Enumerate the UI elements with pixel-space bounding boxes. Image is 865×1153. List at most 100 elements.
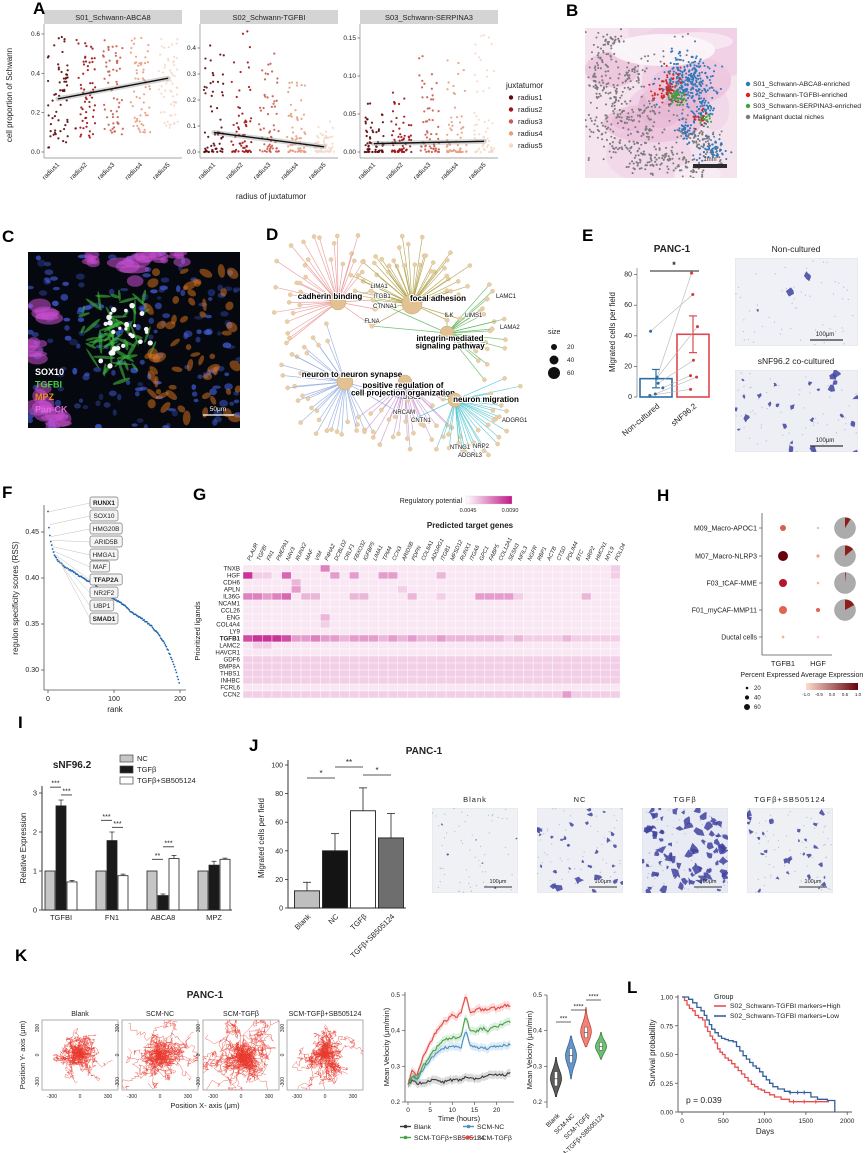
svg-text:*: * [672,260,676,270]
svg-text:CCN2: CCN2 [223,691,240,698]
svg-text:Position Y- axis (μm): Position Y- axis (μm) [18,1020,27,1089]
svg-text:ADGRL3: ADGRL3 [458,453,483,459]
svg-text:sNF96.2: sNF96.2 [669,401,698,428]
svg-text:S02_Schwann-TGFBI-enriched: S02_Schwann-TGFBI-enriched [753,92,848,99]
svg-text:100μm: 100μm [700,879,717,885]
svg-text:0: 0 [680,1118,684,1125]
svg-text:Blank: Blank [414,1124,432,1131]
svg-text:cadherin binding: cadherin binding [298,292,363,301]
svg-text:100μm: 100μm [816,332,834,338]
svg-text:40: 40 [754,696,761,702]
svg-text:radius1: radius1 [357,161,377,181]
svg-text:radius2: radius2 [518,105,543,114]
svg-text:IL36G: IL36G [223,593,240,600]
svg-text:5: 5 [428,1107,432,1114]
svg-text:0: 0 [280,1053,286,1056]
svg-text:Non-cultured: Non-cultured [772,244,821,254]
svg-text:radius1: radius1 [197,161,217,181]
svg-text:NC: NC [326,912,340,926]
svg-text:***: *** [113,821,121,828]
svg-text:M09_Macro-APOC1: M09_Macro-APOC1 [694,526,757,533]
svg-text:TGFBI: TGFBI [50,913,72,922]
svg-text:VIM: VIM [314,550,324,562]
svg-text:S03_Schwann-SERPINA3: S03_Schwann-SERPINA3 [385,13,473,22]
svg-text:500: 500 [718,1118,729,1125]
svg-text:RBP1: RBP1 [537,546,549,562]
svg-text:S01_Schwann-ABCA8: S01_Schwann-ABCA8 [75,13,150,22]
svg-text:0: 0 [279,906,283,913]
svg-text:neuron to neuron synapse: neuron to neuron synapse [302,370,403,379]
svg-text:1000: 1000 [757,1118,772,1125]
svg-text:*: * [319,769,322,778]
svg-text:SCM-TGFβ+SB505124: SCM-TGFβ+SB505124 [289,1011,362,1018]
svg-text:***: *** [102,814,110,821]
svg-text:Non-cultured: Non-cultured [620,402,661,438]
svg-text:0.3: 0.3 [391,1063,400,1070]
svg-text:S02_Schwann-TGFBI markers=Low: S02_Schwann-TGFBI markers=Low [730,1013,839,1020]
panel-label-f: F [2,483,13,502]
svg-text:DISC1: DISC1 [403,395,421,401]
svg-text:****: **** [573,1004,584,1011]
svg-text:0: 0 [196,1053,202,1056]
svg-text:TGFβ: TGFβ [137,765,157,774]
svg-text:100μm: 100μm [805,879,822,885]
svg-text:***: *** [164,840,172,847]
svg-text:NTNG1: NTNG1 [450,445,471,451]
svg-text:3: 3 [33,789,37,798]
svg-text:20: 20 [754,686,761,692]
svg-text:M07_Macro-NLRP3: M07_Macro-NLRP3 [695,554,757,561]
svg-text:CTSD: CTSD [556,546,568,562]
svg-text:TGFβ: TGFβ [348,912,369,933]
svg-text:Blank: Blank [71,1011,89,1018]
svg-text:200: 200 [174,696,186,703]
svg-text:300: 300 [104,1094,113,1100]
svg-text:0.2: 0.2 [187,97,196,104]
svg-text:Relative Expression: Relative Expression [19,813,28,884]
svg-text:Mean Velocity (μm/min): Mean Velocity (μm/min) [382,1007,391,1086]
svg-text:MAF: MAF [305,548,316,562]
svg-text:Position X- axis (μm): Position X- axis (μm) [170,1101,240,1110]
svg-text:***: *** [560,1016,568,1023]
svg-text:100μm: 100μm [595,879,612,885]
svg-text:1: 1 [33,867,37,876]
svg-text:Blank: Blank [463,795,487,804]
svg-text:PANC-1: PANC-1 [406,746,443,757]
svg-text:CTNNA1: CTNNA1 [373,304,398,310]
svg-text:0.0: 0.0 [187,149,196,156]
svg-text:Survival probability: Survival probability [648,1019,657,1086]
svg-text:COL4A4: COL4A4 [216,621,240,628]
svg-text:radius4: radius4 [440,161,460,181]
svg-text:2: 2 [33,828,37,837]
svg-text:0.05: 0.05 [343,111,356,118]
svg-text:HMGA1: HMGA1 [92,552,116,559]
svg-text:***: *** [62,788,70,795]
svg-text:SCM-NC: SCM-NC [146,1011,174,1018]
svg-text:0.5: 0.5 [533,992,542,999]
svg-text:0.35: 0.35 [25,621,39,628]
svg-text:CCL26: CCL26 [221,607,241,614]
svg-text:GDF6: GDF6 [223,656,240,663]
svg-text:0.75: 0.75 [660,1023,673,1030]
panel-j-migration-bars: PANC-1 0 20 40 60 80 100 Migrated cells per fie… [257,746,833,960]
svg-text:100: 100 [108,696,120,703]
svg-text:1mm: 1mm [703,157,716,163]
svg-text:NAV3: NAV3 [285,546,297,562]
svg-text:0.45: 0.45 [25,529,39,536]
panel-label-b: B [566,1,579,20]
svg-text:-0.5: -0.5 [815,692,823,697]
svg-text:HMG20B: HMG20B [93,526,120,533]
svg-text:40: 40 [275,848,283,855]
panel-g-ligand-target-heatmap: Regulatory potential 0.0045 0.0090 Predicte… [193,495,627,698]
svg-text:SCM-TGFβ: SCM-TGFβ [477,1135,512,1142]
svg-text:300: 300 [349,1094,358,1100]
svg-text:SOX10: SOX10 [94,513,115,520]
svg-text:MAF: MAF [93,564,107,571]
svg-text:TGFβ+SB505124: TGFβ+SB505124 [754,795,826,804]
svg-text:LIMA1: LIMA1 [370,284,388,290]
svg-text:0: 0 [35,1053,41,1056]
svg-text:radius5: radius5 [518,141,543,150]
svg-text:S01_Schwann-ABCA8-enriched: S01_Schwann-ABCA8-enriched [753,81,850,88]
svg-text:50μm: 50μm [210,406,226,413]
